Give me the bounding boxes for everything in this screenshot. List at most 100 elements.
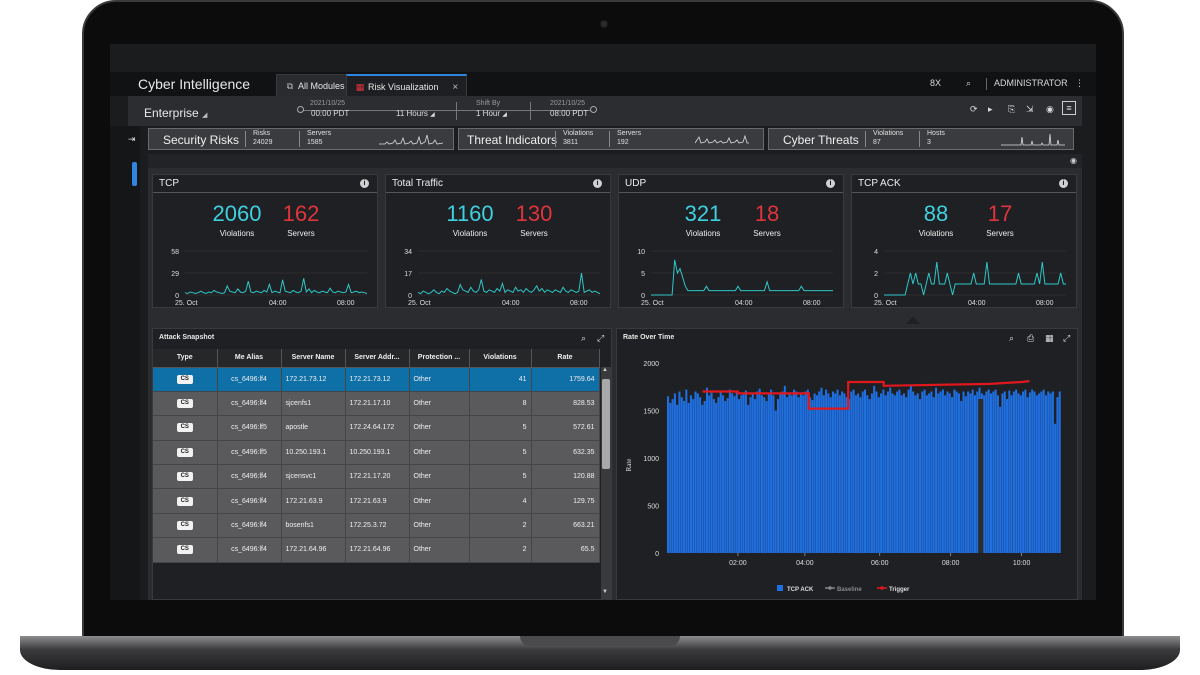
bar <box>909 385 912 553</box>
column-header[interactable]: Rate <box>531 349 600 368</box>
expand-icon[interactable]: ⇥ <box>128 134 136 144</box>
scroll-thumb[interactable] <box>602 379 610 469</box>
y-tick-label: 10 <box>637 249 645 256</box>
bar <box>891 393 894 553</box>
summary-security-risks[interactable]: Security Risks Risks 24029 Servers 1585 <box>148 128 454 150</box>
table-row[interactable]: CS cs_6496:lf4 sjcensvc1 172.21.17.20 Other 5… <box>153 464 600 490</box>
duration-select[interactable]: 11 Hours ◢ <box>396 109 435 118</box>
column-header[interactable]: Server Addr... <box>345 349 410 368</box>
table-cell: 129.75 <box>531 488 600 514</box>
info-icon[interactable]: i <box>593 179 602 188</box>
table-row[interactable]: CS cs_6496:lf5 10.250.193.1 10.250.193.1 Oth… <box>153 440 600 466</box>
type-badge: CS <box>176 399 193 409</box>
bar <box>703 401 706 553</box>
bx-icon[interactable]: 8X <box>930 78 942 88</box>
refresh-icon[interactable]: ⟳ <box>970 104 978 114</box>
kpi-servers-value: 18 <box>754 201 780 226</box>
column-header[interactable]: Violations <box>469 349 532 368</box>
kpi-card-total-traffic[interactable]: Total Traffic i 1160 130 Violations Servers 34… <box>385 174 611 308</box>
bar <box>861 391 864 553</box>
bar <box>946 391 949 553</box>
info-icon[interactable]: i <box>826 179 835 188</box>
y-tick-label: 2 <box>874 271 878 278</box>
print-icon[interactable]: ⎙ <box>1027 333 1035 343</box>
divider <box>919 131 920 147</box>
start-date: 2021/10/25 <box>310 100 346 107</box>
caret-icon: ◢ <box>430 112 435 118</box>
zoom-icon[interactable]: ⌕ <box>1009 333 1015 343</box>
vertical-scrollbar[interactable]: ▲ ▼ <box>601 367 611 599</box>
y-tick-label: 34 <box>404 249 412 256</box>
play-icon[interactable]: ▸ <box>988 104 993 114</box>
user-menu[interactable]: ADMINISTRATOR <box>994 78 1068 88</box>
table-cell: CS <box>153 415 218 441</box>
table-row[interactable]: CS cs_6496:lf4 sjcenfs1 172.21.17.10 Other 8 8… <box>153 391 600 417</box>
legend-label: Trigger <box>889 587 910 593</box>
kpi-card-tcp[interactable]: TCP i 2060 162 Violations Servers 58 29 0 25. Oct… <box>152 174 378 308</box>
column-header[interactable]: Server Name <box>281 349 346 368</box>
summary-cyber-threats[interactable]: Cyber Threats Violations 87 Hosts 3 <box>768 128 1074 150</box>
bar <box>699 397 702 553</box>
type-badge: CS <box>176 472 193 482</box>
info-icon[interactable]: i <box>1059 179 1068 188</box>
table-cell: CS <box>153 367 218 392</box>
bar <box>694 391 697 553</box>
expand-icon[interactable]: ⤢ <box>597 333 605 343</box>
kpi-sparkline-chart: 10 5 025. Oct 04:00 08:00 <box>637 249 833 307</box>
rate-chart: Rate 2000 1500 1000 500 0 02:00 04:00 06:00 08:00… <box>625 361 1061 593</box>
kpi-violations-label: Violations <box>685 229 721 238</box>
y-tick-label: 17 <box>404 271 412 278</box>
table-cell: 10.250.193.1 <box>345 440 410 466</box>
scroll-up-icon[interactable]: ▲ <box>602 367 608 373</box>
bar <box>756 391 759 553</box>
laptop-notch <box>520 636 680 646</box>
type-badge: CS <box>176 423 193 433</box>
close-icon[interactable]: × <box>452 82 459 93</box>
kpi-servers-label: Servers <box>287 229 315 238</box>
scope-select[interactable]: Enterprise ◢ <box>144 106 207 120</box>
summary-threat-indicators[interactable]: Threat Indicators Violations 3811 Server… <box>458 128 764 150</box>
bar <box>804 391 807 553</box>
expand-icon[interactable]: ⤢ <box>1063 333 1071 343</box>
table-row[interactable]: CS cs_6496:lf4 172.21.64.96 172.21.64.96 Oth… <box>153 537 600 563</box>
eye-icon[interactable]: ◉ <box>1046 104 1054 114</box>
timeline-start-handle[interactable] <box>297 106 304 113</box>
column-header[interactable]: Type <box>153 349 218 368</box>
menu-icon[interactable]: ≡ <box>1062 101 1076 115</box>
shift-select[interactable]: 1 Hour ◢ <box>476 109 507 118</box>
bar <box>676 404 679 553</box>
tab-risk-visualization[interactable]: ▦ Risk Visualization × <box>346 74 468 96</box>
kpi-servers-label: Servers <box>753 229 781 238</box>
trigger-line <box>702 380 1030 410</box>
bar <box>845 397 848 553</box>
column-header[interactable]: Protection ... <box>409 349 470 368</box>
eye-icon[interactable]: ◉ <box>1070 156 1077 165</box>
x-tick-label: 04:00 <box>269 300 287 307</box>
y-tick-label: 0 <box>874 293 878 300</box>
bar <box>705 387 708 553</box>
bar <box>889 387 892 553</box>
export-icon[interactable]: ⇲ <box>1026 104 1034 114</box>
info-icon[interactable]: i <box>360 179 369 188</box>
grid-icon[interactable]: ▦ <box>1045 333 1054 343</box>
kpi-card-tcp-ack[interactable]: TCP ACK i 88 17 Violations Servers 4 2 0 25. Oct 0… <box>851 174 1077 308</box>
search-icon[interactable]: ⌕ <box>966 78 972 88</box>
table-row[interactable]: CS cs_6496:lf5 apostle 172.24.64.172 Other 5 5… <box>153 415 600 441</box>
search-icon[interactable]: ⌕ <box>581 333 587 343</box>
legend-label: Baseline <box>837 587 862 593</box>
table-row[interactable]: CS cs_6496:lf4 172.21.73.12 172.21.73.12 Oth… <box>153 367 600 392</box>
side-strip <box>110 126 140 600</box>
kebab-icon[interactable]: ⋮ <box>1075 78 1084 88</box>
scroll-down-icon[interactable]: ▼ <box>602 589 608 595</box>
table-row[interactable]: CS cs_6496:lf4 bosenfs1 172.25.3.72 Other 2 66… <box>153 513 600 539</box>
table-row[interactable]: CS cs_6496:lf4 172.21.63.9 172.21.63.9 Other… <box>153 488 600 514</box>
column-header[interactable]: Me Alias <box>217 349 282 368</box>
bar <box>758 388 761 553</box>
kpi-card-udp[interactable]: UDP i 321 18 Violations Servers 10 5 0 25. Oct 04:… <box>618 174 844 308</box>
summary-key: Violations <box>873 130 904 137</box>
side-indicator[interactable] <box>132 162 137 186</box>
report-icon[interactable]: ⎘ <box>1008 104 1016 114</box>
timeline-end-handle[interactable] <box>590 106 597 113</box>
table-cell: sjcensvc1 <box>281 464 346 490</box>
tab-all-modules[interactable]: ⧉ All Modules <box>276 74 354 96</box>
